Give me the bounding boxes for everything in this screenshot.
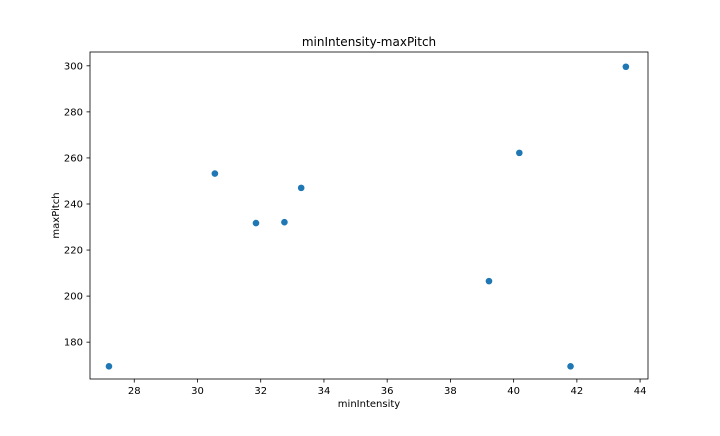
x-tick-label: 44	[634, 386, 647, 397]
scatter-point	[622, 63, 630, 71]
x-axis-label: minIntensity	[338, 399, 400, 410]
scatter-point	[211, 170, 219, 177]
x-tick-label: 40	[507, 386, 520, 397]
x-tick-label: 38	[444, 386, 457, 397]
y-tick-label: 280	[64, 107, 83, 118]
scatter-point	[297, 184, 305, 192]
x-tick-label: 34	[318, 386, 331, 397]
y-tick-label: 220	[64, 246, 83, 257]
scatter-point	[105, 363, 113, 370]
y-tick-label: 240	[64, 199, 83, 210]
y-tick-label: 200	[64, 292, 83, 303]
x-tick-label: 28	[128, 386, 141, 397]
scatter-point	[485, 277, 493, 285]
x-tick-label: 30	[191, 386, 204, 397]
y-tick-label: 180	[64, 338, 83, 349]
x-tick-label: 36	[381, 386, 394, 397]
plot-area-frame	[89, 51, 649, 380]
scatter-point	[281, 218, 288, 226]
y-tick-label: 260	[64, 153, 83, 164]
y-tick-label: 300	[64, 61, 83, 72]
scatter-point	[252, 219, 260, 227]
x-tick-label: 42	[570, 386, 583, 397]
x-tick-label: 32	[254, 386, 267, 397]
chart-title: minIntensity-maxPitch	[302, 35, 436, 49]
y-axis-label: maxPitch	[51, 192, 62, 238]
scatter-point	[516, 149, 523, 157]
scatter-point	[567, 363, 574, 370]
